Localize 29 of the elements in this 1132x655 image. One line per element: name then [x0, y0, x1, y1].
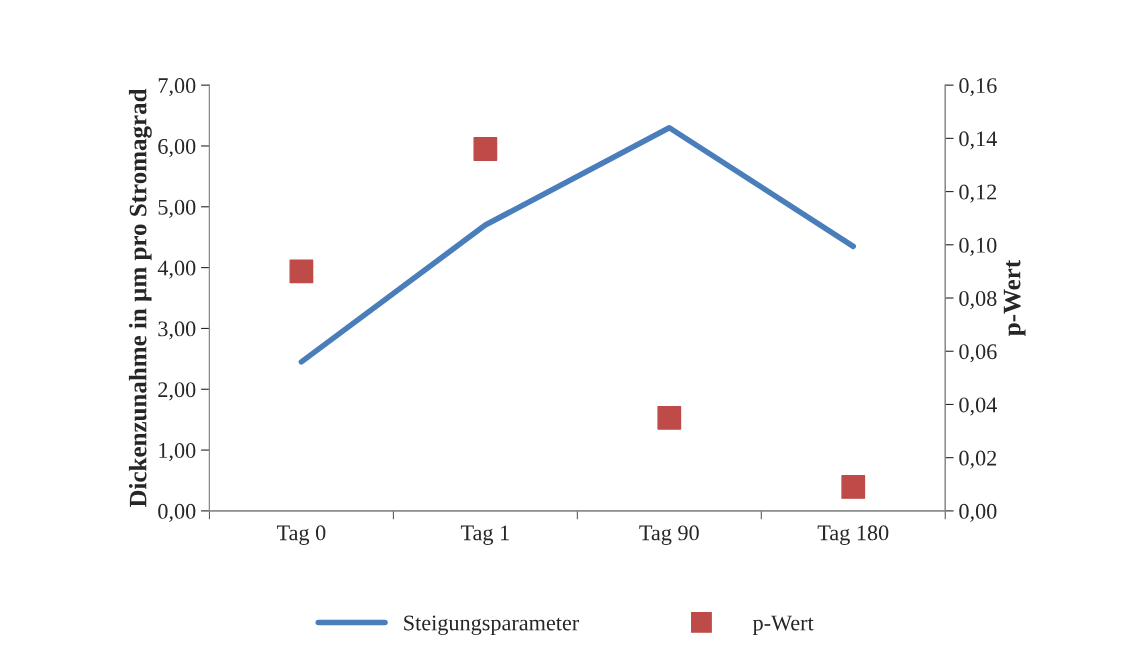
y-tick-label: 2,00 — [158, 382, 196, 401]
legend-label: p-Wert — [752, 615, 814, 635]
legend-label: Steigungsparameter — [404, 615, 580, 635]
y-axis-title: Dickenzunahme in µm pro Stromagrad — [128, 88, 152, 508]
x-tick-label: Tag 0 — [276, 525, 326, 545]
point — [841, 475, 866, 499]
y-tick-label: 3,00 — [158, 321, 196, 340]
y2-tick-label: 0,02 — [959, 450, 997, 469]
point — [289, 259, 314, 284]
x-tick-label: Tag 90 — [639, 525, 699, 545]
y-tick-label: 1,00 — [159, 443, 196, 462]
y-tick-label: 6,00 — [158, 138, 196, 158]
y-tick-label: 7,00 — [158, 78, 196, 97]
y2-tick-label: 0,14 — [959, 131, 997, 150]
y2-tick-label: 0,06 — [959, 344, 997, 363]
y2-tick-label: 0,04 — [959, 397, 997, 416]
point — [657, 405, 682, 430]
y-tick-label: 0,00 — [158, 503, 196, 523]
x-tick-label: Tag 180 — [817, 525, 889, 545]
y2-tick-label: 0,10 — [959, 237, 997, 256]
y2-tick-label: 0,16 — [959, 78, 997, 97]
y-tick-label: 4,00 — [157, 260, 196, 279]
point — [473, 137, 498, 161]
y2-axis-title: p-Wert — [1003, 259, 1026, 336]
y2-tick-label: 0,08 — [959, 290, 997, 310]
x-tick-label: Tag 1 — [460, 525, 509, 545]
y2-tick-label: 0,00 — [959, 503, 997, 523]
y-tick-label: 5,00 — [158, 199, 196, 218]
y2-tick-label: 0,12 — [959, 184, 997, 203]
